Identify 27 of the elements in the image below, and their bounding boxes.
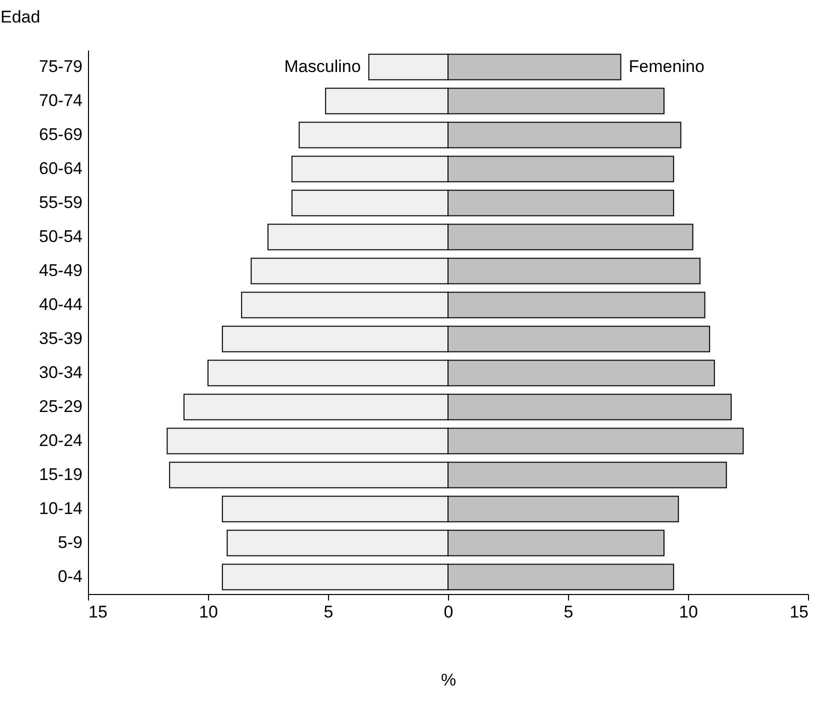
y-tick-label: 0-4 <box>58 567 82 586</box>
y-tick-label: 15-19 <box>39 465 82 484</box>
x-tick-label: 15 <box>88 602 108 622</box>
y-tick-label: 5-9 <box>58 533 82 552</box>
y-tick-label: 20-24 <box>39 431 82 450</box>
y-tick-label: 30-34 <box>39 363 82 382</box>
y-tick-label: 10-14 <box>39 499 82 518</box>
y-tick-label: 55-59 <box>39 193 82 212</box>
y-tick-label: 25-29 <box>39 397 82 416</box>
series-label: Femenino <box>628 57 704 76</box>
y-tick-label: 75-79 <box>39 57 82 76</box>
x-tick-label: 5 <box>564 602 574 622</box>
y-tick-label: 70-74 <box>39 91 82 110</box>
y-axis-title: Edad <box>0 8 40 26</box>
y-tick-label: 35-39 <box>39 329 82 348</box>
x-tick-label: 10 <box>199 602 218 622</box>
x-tick-label: 0 <box>444 602 454 622</box>
y-tick-label: 60-64 <box>39 159 82 178</box>
series-label: Masculino <box>284 57 361 76</box>
y-tick-label: 40-44 <box>39 295 82 314</box>
y-tick-label: 50-54 <box>39 227 82 246</box>
x-tick-label: 5 <box>324 602 334 622</box>
x-tick-label: 15 <box>790 602 808 622</box>
y-tick-label: 65-69 <box>39 125 82 144</box>
y-tick-label: 45-49 <box>39 261 82 280</box>
x-tick-label: 10 <box>679 602 698 622</box>
x-axis-title: % <box>440 670 456 690</box>
